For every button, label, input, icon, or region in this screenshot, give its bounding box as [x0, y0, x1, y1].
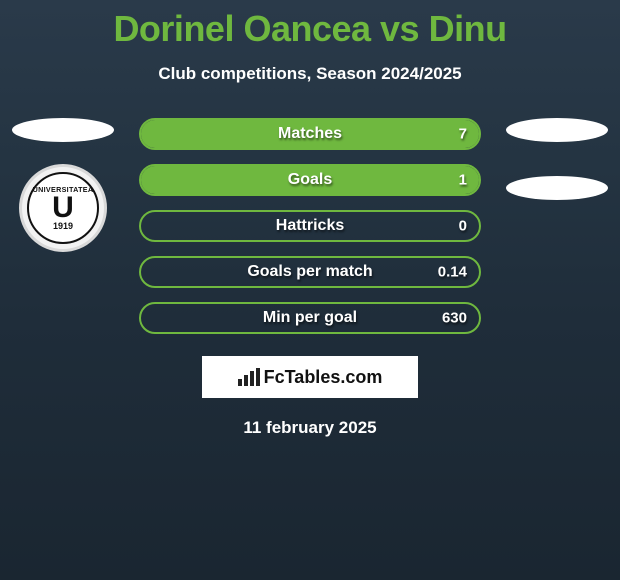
club-year: 1919 [53, 221, 73, 231]
stat-row-matches: Matches 7 [139, 118, 481, 150]
subtitle: Club competitions, Season 2024/2025 [0, 64, 620, 84]
right-player-column [503, 118, 611, 200]
comparison-row: UNIVERSITATEA U 1919 Matches 7 Goals 1 H… [0, 118, 620, 334]
stat-label: Goals [288, 171, 332, 189]
bar-chart-icon [238, 368, 260, 386]
stat-row-hattricks: Hattricks 0 [139, 210, 481, 242]
stats-column: Matches 7 Goals 1 Hattricks 0 Goals per … [139, 118, 481, 334]
stat-label: Min per goal [263, 309, 357, 327]
stat-label: Goals per match [247, 263, 372, 281]
brand-box: FcTables.com [202, 356, 418, 398]
stat-value: 0 [459, 218, 467, 235]
stat-row-goals: Goals 1 [139, 164, 481, 196]
stat-label: Hattricks [276, 217, 344, 235]
footer-date: 11 february 2025 [0, 418, 620, 438]
club-letter: U [52, 195, 74, 221]
stat-value: 0.14 [438, 264, 467, 281]
page-title: Dorinel Oancea vs Dinu [0, 0, 620, 50]
stat-value: 1 [459, 172, 467, 189]
stat-value: 7 [459, 126, 467, 143]
stat-label: Matches [278, 125, 342, 143]
left-player-column: UNIVERSITATEA U 1919 [9, 118, 117, 252]
stat-row-min-per-goal: Min per goal 630 [139, 302, 481, 334]
club-badge-inner: UNIVERSITATEA U 1919 [27, 172, 99, 244]
brand-text: FcTables.com [264, 367, 383, 388]
stat-value: 630 [442, 310, 467, 327]
stat-row-goals-per-match: Goals per match 0.14 [139, 256, 481, 288]
club-badge-universitatea-cluj: UNIVERSITATEA U 1919 [19, 164, 107, 252]
player-photo-placeholder [506, 118, 608, 142]
club-badge-placeholder [506, 176, 608, 200]
player-photo-placeholder [12, 118, 114, 142]
